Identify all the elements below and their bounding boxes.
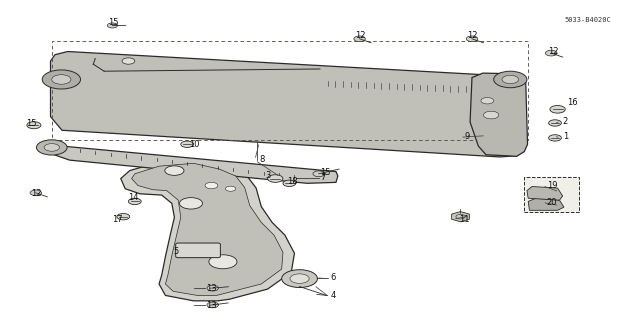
Circle shape [108, 23, 118, 28]
FancyBboxPatch shape [175, 243, 220, 258]
Circle shape [179, 197, 202, 209]
Text: 8: 8 [259, 155, 265, 164]
Circle shape [548, 135, 561, 141]
Text: 15: 15 [26, 119, 36, 129]
Polygon shape [51, 51, 523, 157]
Text: 5033-B4020C: 5033-B4020C [565, 18, 612, 23]
Circle shape [44, 144, 60, 151]
Text: 18: 18 [287, 177, 298, 186]
Polygon shape [528, 198, 564, 210]
Circle shape [129, 198, 141, 204]
Polygon shape [42, 144, 338, 183]
Text: 12: 12 [467, 31, 477, 40]
Circle shape [283, 180, 296, 187]
Polygon shape [527, 187, 563, 200]
Text: 15: 15 [320, 168, 330, 177]
Circle shape [165, 166, 184, 175]
Text: 12: 12 [548, 47, 559, 56]
Text: 9: 9 [465, 132, 470, 141]
Text: 13: 13 [206, 301, 217, 310]
Text: 11: 11 [460, 215, 470, 224]
Text: 4: 4 [330, 291, 335, 300]
Circle shape [36, 140, 67, 155]
Circle shape [548, 120, 561, 126]
Text: 15: 15 [108, 19, 118, 27]
Circle shape [483, 111, 499, 119]
Circle shape [354, 36, 365, 42]
Circle shape [207, 302, 218, 308]
Circle shape [27, 122, 41, 129]
Circle shape [545, 50, 557, 56]
Circle shape [207, 285, 218, 291]
Circle shape [117, 213, 130, 220]
Text: 6: 6 [330, 273, 335, 282]
Polygon shape [470, 73, 527, 156]
Text: 1: 1 [563, 132, 568, 141]
Text: 5: 5 [173, 247, 179, 256]
Circle shape [225, 186, 236, 191]
Text: 19: 19 [547, 181, 557, 190]
Text: 13: 13 [206, 284, 217, 293]
Text: 10: 10 [189, 140, 200, 149]
Text: 14: 14 [129, 193, 139, 202]
Circle shape [209, 255, 237, 269]
Bar [524, 177, 579, 212]
Circle shape [502, 75, 518, 84]
Circle shape [290, 274, 309, 283]
Text: 12: 12 [355, 31, 365, 40]
Circle shape [180, 141, 193, 147]
Text: 16: 16 [567, 98, 578, 107]
Polygon shape [121, 160, 294, 301]
Polygon shape [132, 163, 283, 295]
Text: 7: 7 [320, 174, 325, 182]
Circle shape [122, 58, 135, 64]
Circle shape [30, 190, 42, 196]
Circle shape [282, 270, 317, 287]
Text: 2: 2 [563, 117, 568, 126]
Circle shape [550, 106, 565, 113]
Text: 20: 20 [547, 198, 557, 207]
Polygon shape [452, 211, 469, 222]
Circle shape [52, 75, 71, 84]
Circle shape [42, 70, 81, 89]
Circle shape [205, 182, 218, 189]
Circle shape [313, 171, 324, 177]
Text: 17: 17 [113, 215, 123, 224]
Bar [52, 41, 527, 140]
Text: 3: 3 [266, 171, 271, 180]
Circle shape [268, 175, 283, 182]
Circle shape [481, 98, 493, 104]
Circle shape [467, 36, 477, 42]
Text: 12: 12 [31, 189, 42, 198]
Circle shape [493, 71, 527, 88]
